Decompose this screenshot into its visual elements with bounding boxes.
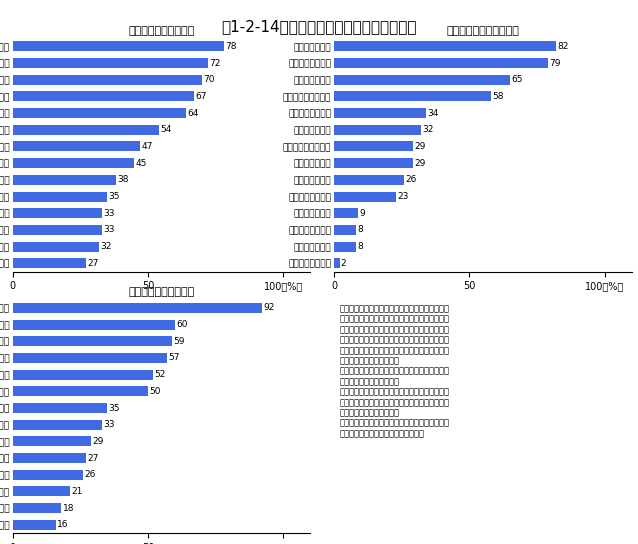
Text: 65: 65 [511, 75, 523, 84]
Text: 32: 32 [422, 125, 433, 134]
Bar [13, 303, 262, 313]
Bar [13, 386, 148, 397]
Text: 第1-2-14図　各技術課題に期待される効果: 第1-2-14図 各技術課題に期待される効果 [221, 19, 417, 34]
Text: 注）各技術課題に関して以下の３項目について効
　果があるかどうかを質問。効果があると回答し
た者の比率を各分野別に合計し、平均値を算出。
　社会経済発展への寄与: 注）各技術課題に関して以下の３項目について効 果があるかどうかを質問。効果がある… [340, 304, 450, 438]
Text: 29: 29 [93, 437, 104, 446]
Bar [334, 75, 510, 85]
Bar [13, 242, 100, 251]
Bar [334, 225, 356, 235]
Text: 38: 38 [117, 175, 128, 184]
Text: 8: 8 [357, 225, 363, 234]
Text: 70: 70 [204, 75, 215, 84]
Title: 生活者ニーズへの対応: 生活者ニーズへの対応 [128, 287, 195, 298]
Text: 35: 35 [109, 192, 121, 201]
Bar [13, 486, 70, 497]
Bar [13, 225, 102, 235]
Text: 27: 27 [87, 454, 98, 462]
Bar [13, 41, 224, 52]
Bar [13, 436, 91, 447]
Text: 33: 33 [103, 225, 115, 234]
Text: 23: 23 [397, 192, 409, 201]
Text: 72: 72 [209, 59, 220, 67]
Text: 35: 35 [109, 404, 121, 412]
Bar [13, 520, 56, 530]
Text: 8: 8 [357, 242, 363, 251]
Bar [13, 108, 186, 118]
Text: 64: 64 [187, 109, 198, 118]
Bar [334, 41, 556, 52]
Bar [13, 469, 83, 480]
Bar [13, 353, 167, 363]
Text: 54: 54 [160, 125, 172, 134]
Text: 18: 18 [63, 504, 74, 512]
Bar [334, 125, 420, 135]
Text: 2: 2 [341, 259, 346, 268]
Text: 82: 82 [557, 42, 568, 51]
Bar [13, 503, 61, 513]
Bar [13, 158, 135, 168]
Bar [334, 191, 396, 201]
Bar [13, 320, 175, 330]
Text: 52: 52 [155, 370, 166, 379]
Text: 9: 9 [360, 209, 366, 218]
Bar [13, 370, 153, 380]
Text: 60: 60 [176, 320, 188, 329]
Bar [334, 258, 339, 268]
Title: 地球規模の諸問題の解決: 地球規模の諸問題の解決 [447, 26, 519, 36]
Text: 45: 45 [136, 159, 147, 168]
Bar [13, 208, 102, 218]
Bar [334, 108, 426, 118]
Bar [13, 125, 159, 135]
Bar [13, 91, 194, 102]
Title: 社会経済発展への寄与: 社会経済発展への寄与 [128, 26, 195, 36]
Bar [334, 141, 413, 151]
Bar [334, 91, 491, 102]
Bar [13, 175, 115, 185]
Text: 34: 34 [427, 109, 439, 118]
Text: 33: 33 [103, 420, 115, 429]
Bar [13, 258, 85, 268]
Bar [13, 403, 107, 413]
Bar [334, 175, 404, 185]
Bar [334, 242, 356, 251]
Bar [13, 336, 172, 347]
Text: 78: 78 [225, 42, 237, 51]
Text: 92: 92 [263, 304, 274, 312]
Text: 29: 29 [414, 159, 426, 168]
Bar [334, 208, 359, 218]
Bar [13, 141, 140, 151]
Bar [334, 158, 413, 168]
Text: 26: 26 [406, 175, 417, 184]
Bar [13, 420, 102, 430]
Text: 33: 33 [103, 209, 115, 218]
Text: 21: 21 [71, 487, 82, 496]
Text: 59: 59 [174, 337, 185, 346]
Text: 16: 16 [57, 520, 69, 529]
Text: 32: 32 [101, 242, 112, 251]
Bar [13, 75, 202, 85]
Bar [13, 58, 207, 68]
Bar [13, 453, 85, 463]
Text: 27: 27 [87, 259, 98, 268]
Text: 29: 29 [414, 142, 426, 151]
Text: 57: 57 [168, 354, 180, 362]
Text: 79: 79 [549, 59, 561, 67]
Text: 50: 50 [149, 387, 161, 396]
Text: 47: 47 [141, 142, 152, 151]
Text: 58: 58 [493, 92, 504, 101]
Bar [13, 191, 107, 201]
Text: 26: 26 [84, 470, 96, 479]
Text: 67: 67 [195, 92, 207, 101]
Bar [334, 58, 548, 68]
